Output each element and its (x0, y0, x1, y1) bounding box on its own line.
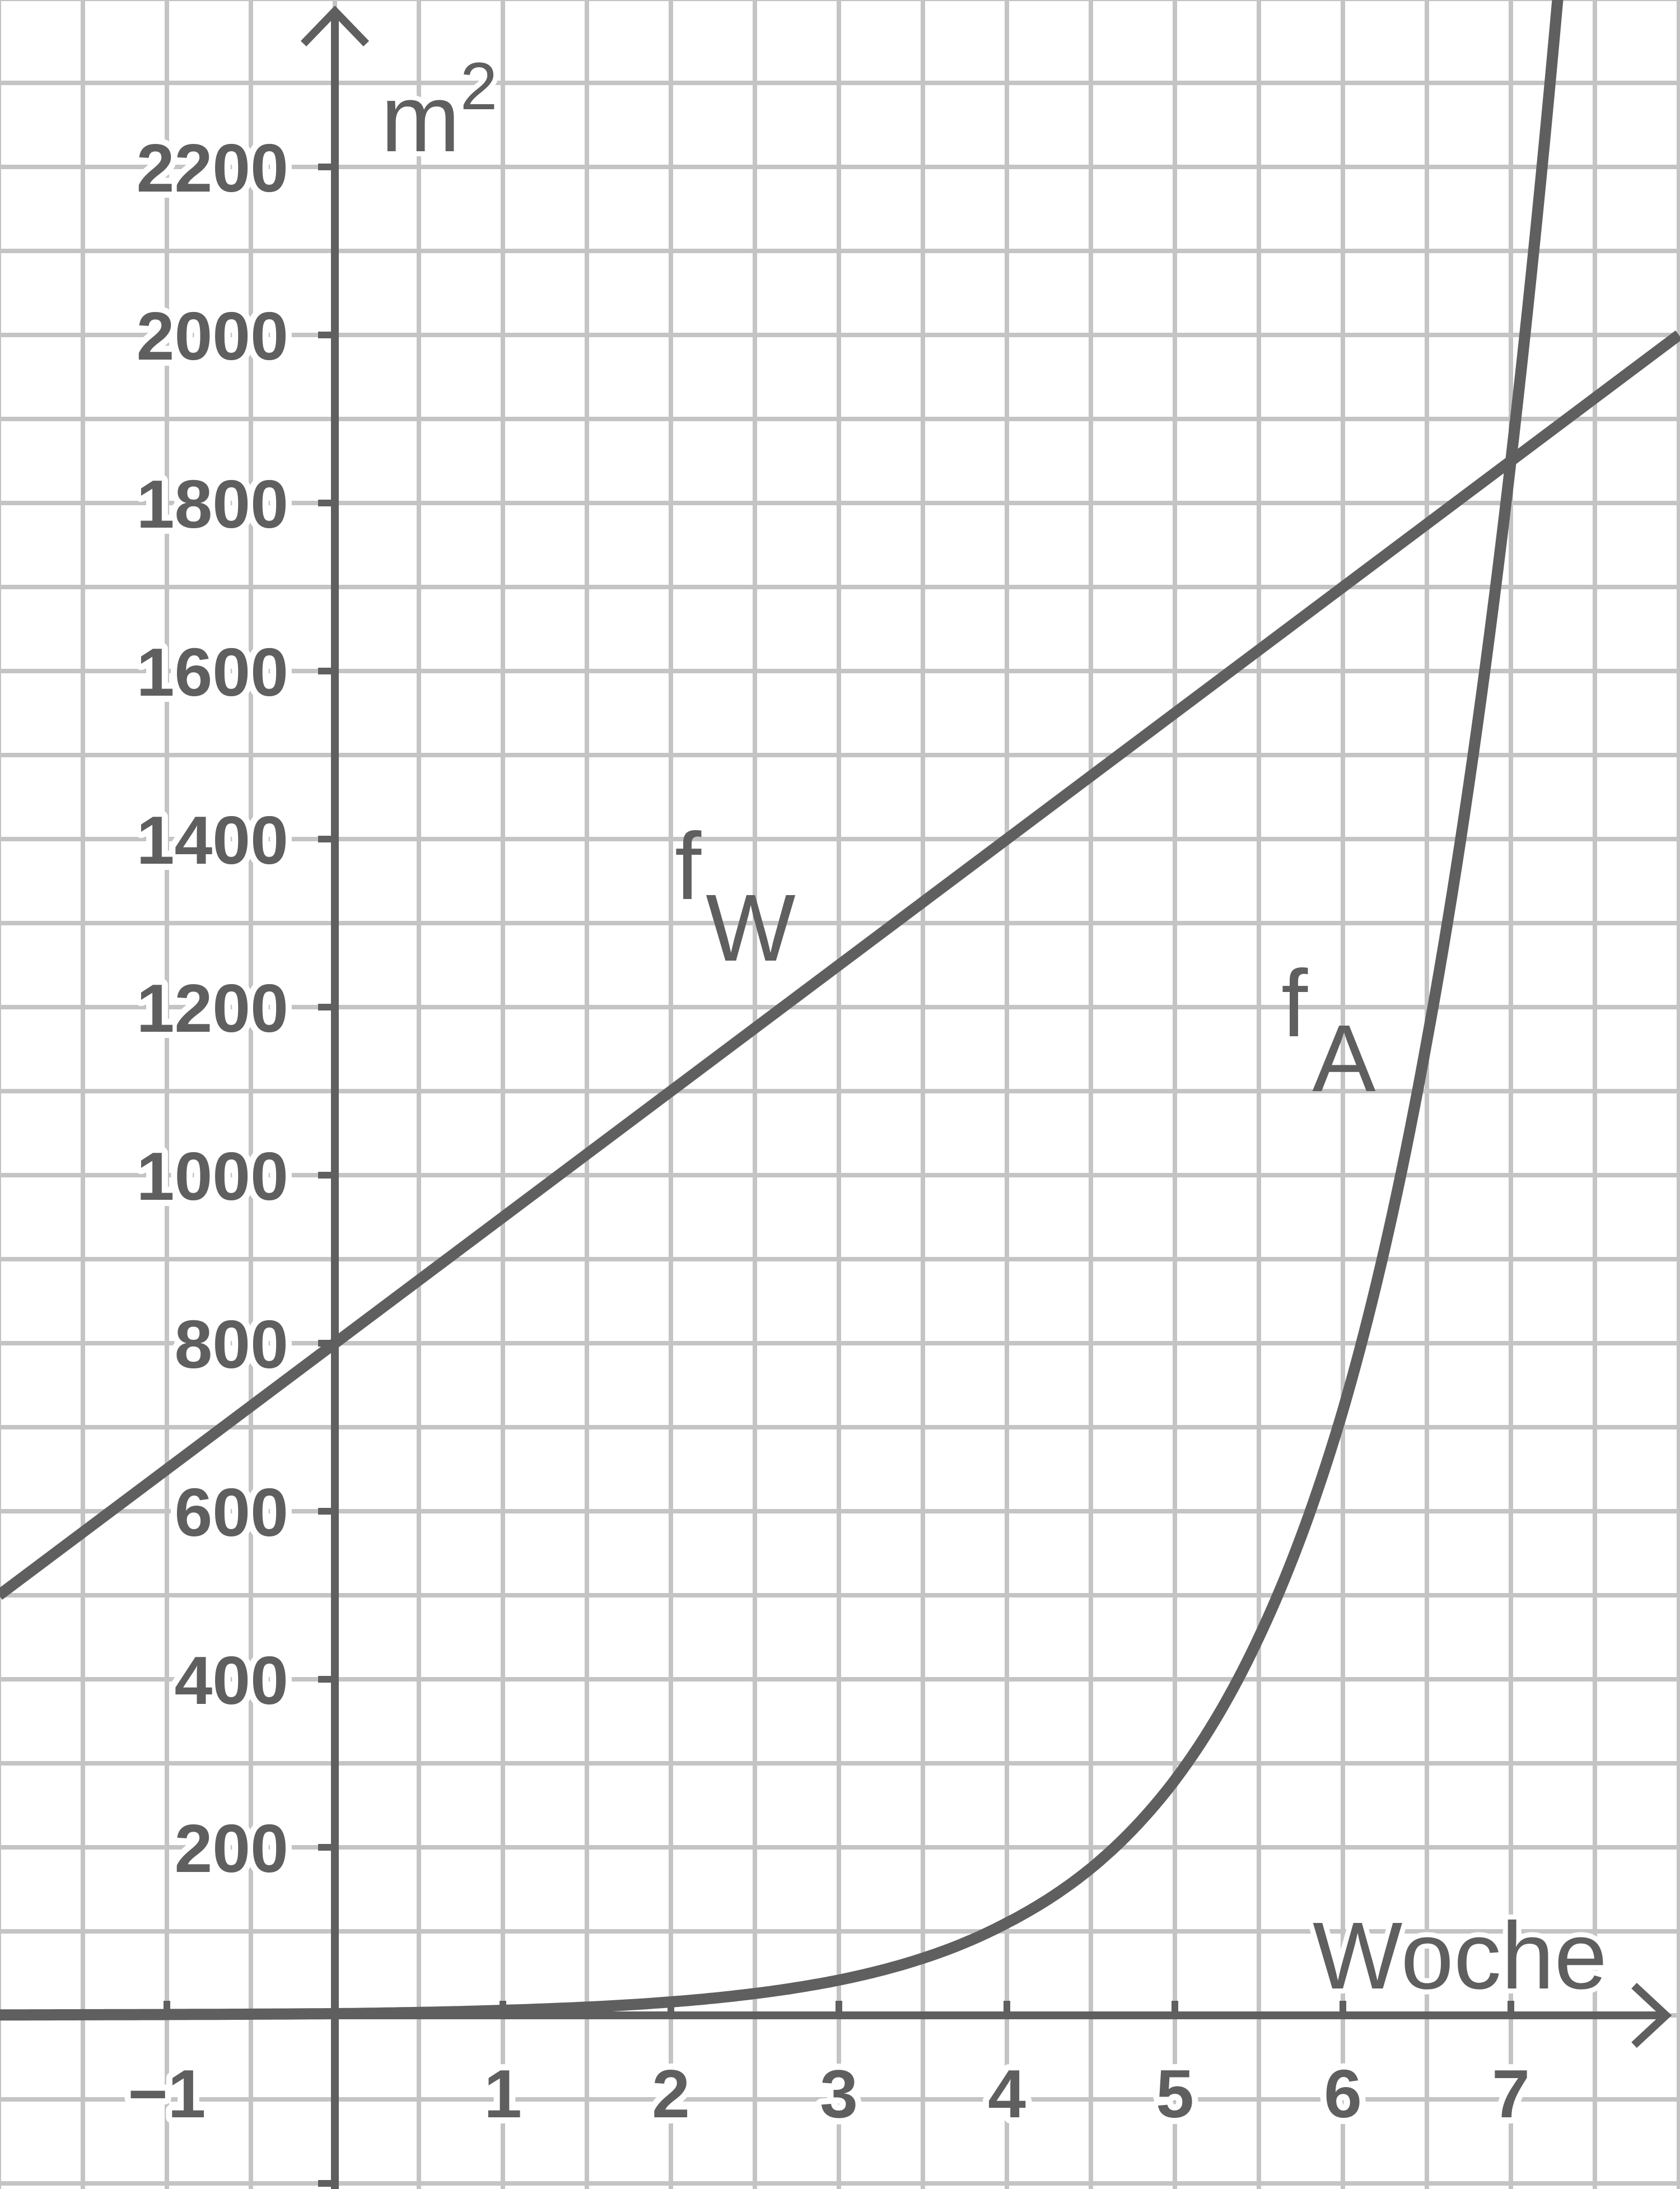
y-tick-label: 800 (174, 1306, 288, 1382)
y-tick-label: 2000 (137, 298, 288, 374)
y-tick-label: 2200 (137, 130, 288, 206)
x-tick-label: 4 (988, 2056, 1026, 2132)
y-axis-title: m2 (381, 49, 497, 172)
series-label-fw-name: f (675, 813, 702, 920)
y-axis-title-exponent: 2 (460, 49, 498, 124)
x-tick-label: 3 (820, 2056, 858, 2132)
series-line-fw (0, 330, 1680, 1600)
y-axis-arrow (300, 5, 370, 46)
y-axis-title-base: m (381, 66, 460, 172)
series-label-fa-name: f (1281, 951, 1308, 1057)
series-label-fw-subscript: W (706, 875, 795, 981)
y-tick-label: 1800 (137, 466, 288, 542)
y-tick-label: 1200 (137, 970, 288, 1046)
series (0, 0, 1680, 2021)
labels: −1 1 2 3 4 5 6 7 200 400 600 800 1000 1200 1400 1600 180… (122, 124, 1536, 2138)
series-label-fa: fA (1281, 951, 1376, 1112)
ticks (164, 164, 1514, 2187)
y-tick-label: 200 (174, 1810, 288, 1887)
y-tick-label: 1400 (137, 802, 288, 878)
y-tick-label: 1600 (137, 634, 288, 710)
x-tick-label: −1 (128, 2056, 206, 2132)
x-tick-label: 5 (1156, 2056, 1194, 2132)
y-tick-label: 1000 (137, 1138, 288, 1214)
series-line-fa (0, 0, 1564, 2021)
x-tick-label: 1 (484, 2056, 522, 2132)
x-axis-title: Woche (1313, 1903, 1607, 2009)
x-tick-label: 7 (1492, 2056, 1530, 2132)
series-label-fa-subscript: A (1312, 1005, 1376, 1112)
x-tick-label: 6 (1324, 2056, 1362, 2132)
y-tick-label: 600 (174, 1474, 288, 1550)
x-tick-label: 2 (652, 2056, 690, 2132)
x-axis-arrow (1631, 1982, 1672, 2048)
y-tick-label: 400 (174, 1642, 288, 1718)
series-label-fw: fW (675, 813, 796, 981)
